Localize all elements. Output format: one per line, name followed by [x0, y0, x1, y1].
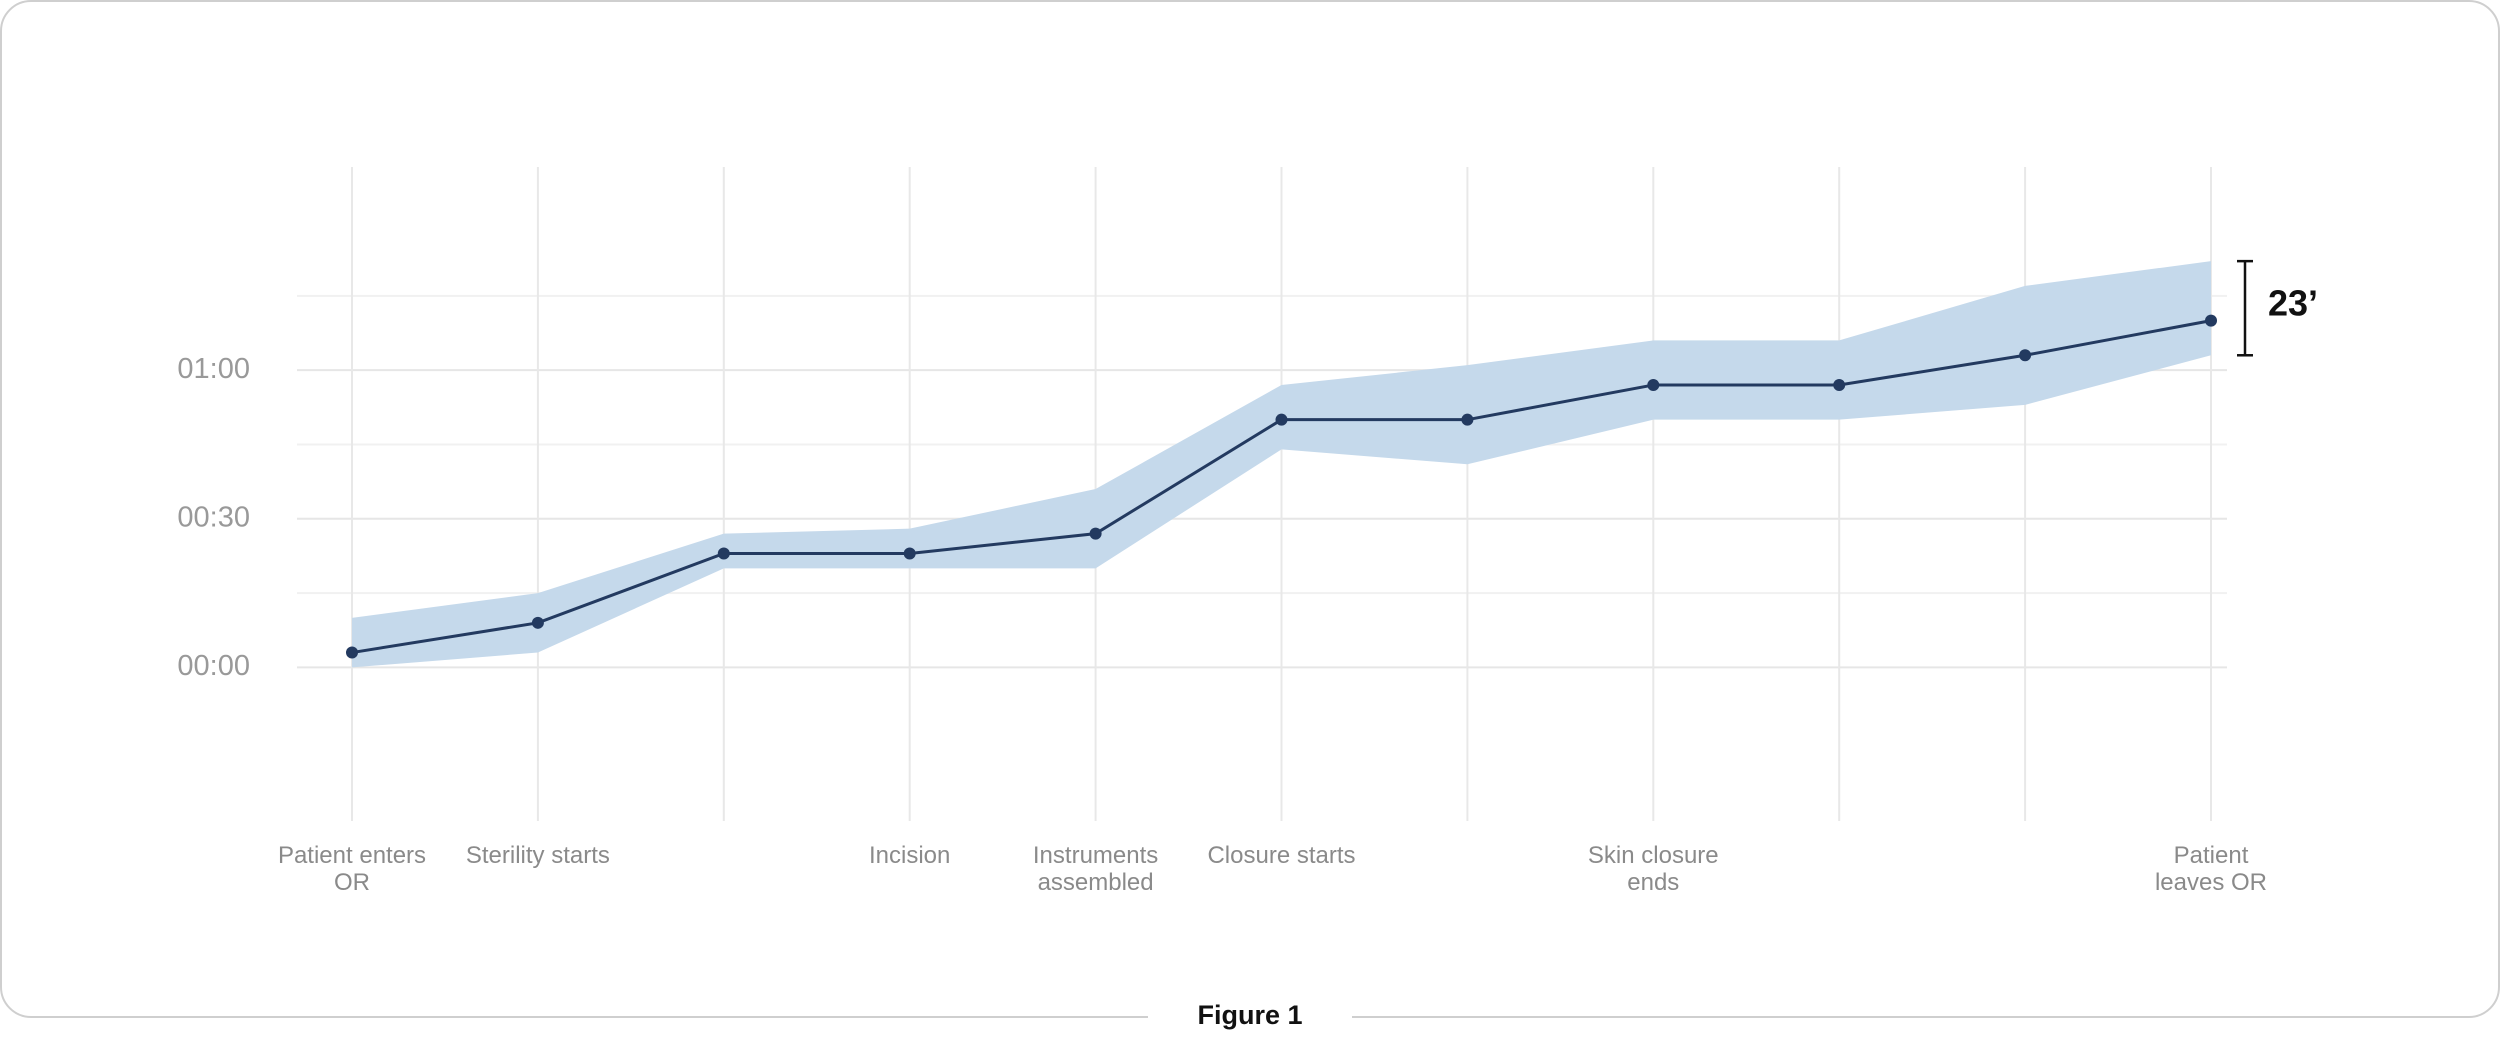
range-band [352, 261, 2211, 668]
point [1833, 379, 1846, 391]
point [1647, 379, 1660, 391]
x-tick-label: Incision [869, 842, 951, 869]
point [531, 616, 544, 629]
caption: Figure 1 [1197, 1000, 1302, 1030]
annotation: 23’ [2268, 283, 2318, 324]
point [717, 547, 730, 560]
x-tick-label: Patient enters OR [277, 842, 427, 896]
point [1461, 413, 1474, 426]
point [1089, 527, 1102, 540]
y-tick-label: 01:00 [177, 353, 250, 385]
x-tick-label: Skin closure ends [1587, 842, 1719, 896]
point [2019, 349, 2032, 362]
y-tick-label: 00:30 [177, 501, 250, 533]
point [903, 547, 916, 560]
point [1275, 413, 1288, 426]
x-tick-label: Closure starts [1207, 842, 1356, 869]
point [2205, 314, 2217, 327]
point [346, 646, 358, 659]
x-tick-label: Sterility starts [465, 842, 610, 869]
x-tick-label: Patient leaves OR [2154, 842, 2268, 896]
caption-gap [1148, 1005, 1352, 1035]
x-tick-label: Instruments assembled [1032, 842, 1159, 896]
y-tick-label: 00:00 [177, 650, 250, 682]
